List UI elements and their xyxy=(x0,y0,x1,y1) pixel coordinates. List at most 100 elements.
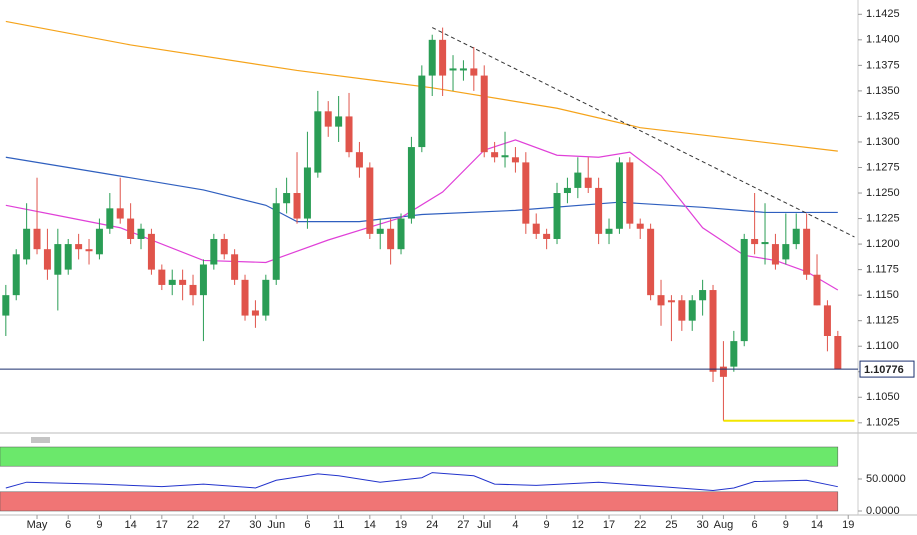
y-tick-label: 1.1325 xyxy=(866,110,900,122)
candle-body xyxy=(792,228,800,245)
y-tick-label: 50.0000 xyxy=(866,473,906,485)
indicator-zone xyxy=(0,446,839,467)
candle-body xyxy=(12,254,20,296)
candle-body xyxy=(584,177,592,188)
candle-body xyxy=(740,238,748,342)
candle-body xyxy=(335,116,343,127)
candle-body xyxy=(730,341,738,367)
candle-body xyxy=(272,203,280,280)
candle-body xyxy=(33,228,41,250)
x-tick-label: 6 xyxy=(752,519,758,531)
panel-grip xyxy=(31,437,50,443)
candle-body xyxy=(459,68,467,71)
candle-body xyxy=(418,75,426,148)
candle-body xyxy=(563,187,571,194)
x-tick-label: Jun xyxy=(267,519,285,531)
candle-body xyxy=(771,244,779,265)
candle-body xyxy=(709,290,717,372)
candle-body xyxy=(407,147,415,219)
candle-body xyxy=(480,75,488,153)
x-tick-label: 27 xyxy=(218,519,230,531)
indicator-line xyxy=(5,472,838,492)
x-tick-label: 25 xyxy=(665,519,677,531)
candle-body xyxy=(262,279,270,316)
x-tick-label: 9 xyxy=(783,519,789,531)
candle-body xyxy=(761,242,769,245)
candle-body xyxy=(699,290,707,301)
x-tick-label: 22 xyxy=(634,519,646,531)
y-tick-label: 1.1100 xyxy=(866,340,899,352)
x-tick-label: 9 xyxy=(96,519,102,531)
candle-body xyxy=(605,228,613,234)
candle-body xyxy=(345,116,353,153)
last-price-box xyxy=(859,360,915,378)
y-tick-label: 0.0000 xyxy=(866,505,900,517)
y-tick-label: 1.1150 xyxy=(866,289,899,301)
candle-body xyxy=(834,336,842,370)
x-tick-label: 19 xyxy=(842,519,854,531)
candle-body xyxy=(449,68,457,71)
y-tick-label: 1.1375 xyxy=(866,59,900,71)
candle-body xyxy=(397,218,405,250)
y-tick-label: 1.1275 xyxy=(866,161,900,173)
candle-body xyxy=(210,238,218,265)
x-tick-label: 27 xyxy=(457,519,469,531)
candle-body xyxy=(657,295,665,306)
candle-body xyxy=(439,39,447,76)
x-tick-label: 30 xyxy=(696,519,708,531)
candle-body xyxy=(595,187,603,234)
candle-body xyxy=(231,254,239,280)
candle-body xyxy=(574,172,582,188)
candle-body xyxy=(470,68,478,76)
candle-body xyxy=(199,264,207,296)
candle-body xyxy=(355,152,363,168)
y-tick-label: 1.1300 xyxy=(866,136,900,148)
candle-body xyxy=(137,228,145,239)
y-tick-label: 1.1050 xyxy=(866,391,900,403)
candle-body xyxy=(95,228,103,255)
candle-body xyxy=(106,208,114,229)
candle-body xyxy=(158,269,166,285)
candle-body xyxy=(636,223,644,229)
x-tick-label: 17 xyxy=(156,519,168,531)
x-tick-label: 30 xyxy=(249,519,261,531)
x-tick-label: 17 xyxy=(603,519,615,531)
candle-body xyxy=(491,152,499,158)
moving-average xyxy=(5,156,838,223)
candle-body xyxy=(615,162,623,229)
x-tick-label: 6 xyxy=(65,519,71,531)
candle-body xyxy=(293,193,301,219)
candle-body xyxy=(168,279,176,285)
candle-body xyxy=(719,366,727,377)
x-tick-label: Jul xyxy=(477,519,491,531)
x-tick-label: 9 xyxy=(544,519,550,531)
x-tick-label: 11 xyxy=(333,519,344,531)
x-tick-label: Aug xyxy=(714,519,734,531)
y-tick-label: 1.1125 xyxy=(866,315,899,327)
candle-body xyxy=(127,218,135,239)
candle-body xyxy=(813,274,821,306)
x-tick-label: 6 xyxy=(304,519,310,531)
y-tick-label: 1.1200 xyxy=(866,238,900,250)
indicator-zone xyxy=(0,491,839,512)
candle-body xyxy=(23,228,31,260)
x-tick-label: 24 xyxy=(426,519,438,531)
last-price-label: 1.10776 xyxy=(864,364,904,376)
candle-body xyxy=(553,193,561,239)
candle-body xyxy=(667,300,675,303)
candle-body xyxy=(501,155,509,158)
x-tick-label: 4 xyxy=(512,519,518,531)
candle-body xyxy=(511,157,519,163)
x-tick-label: 19 xyxy=(395,519,407,531)
x-tick-label: 14 xyxy=(364,519,376,531)
y-tick-label: 1.1400 xyxy=(866,34,900,46)
candle-body xyxy=(75,244,83,250)
candle-body xyxy=(522,162,530,224)
x-tick-label: 14 xyxy=(124,519,136,531)
y-tick-label: 1.1225 xyxy=(866,212,900,224)
candle-body xyxy=(428,39,436,76)
candle-body xyxy=(376,228,384,234)
candle-body xyxy=(532,223,540,234)
candle-body xyxy=(220,238,228,255)
